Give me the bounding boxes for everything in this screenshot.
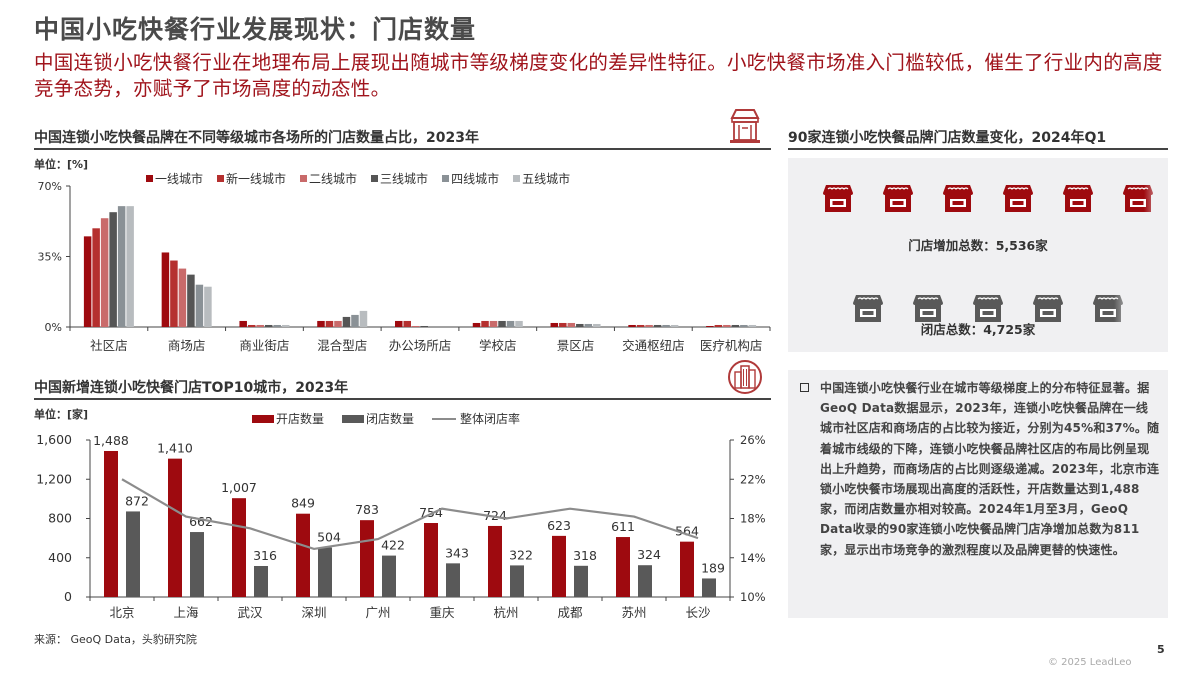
svg-text:316: 316 [253, 548, 277, 563]
svg-text:343: 343 [445, 545, 469, 560]
open-total-label: 门店增加总数：5,536家 [908, 238, 1048, 253]
svg-text:18%: 18% [740, 512, 766, 526]
svg-text:324: 324 [637, 547, 661, 562]
chart1-plot: 0% 35% 70% 社区店 商场店 商业街店 混合型店 办公场所店 学校店 景区店 交通枢纽店 医疗… [38, 180, 771, 353]
chart1-unit: 单位：[%] [34, 158, 89, 171]
svg-text:22%: 22% [740, 472, 766, 486]
legend-item: 整体闭店率 [432, 410, 520, 427]
svg-text:商业街店: 商业街店 [239, 338, 289, 353]
store-icon [808, 182, 868, 214]
source-note: 来源： GeoQ Data，头豹研究院 [34, 633, 197, 646]
svg-text:189: 189 [701, 560, 725, 575]
page-subtitle: 中国连锁小吃快餐行业在地理布局上展现出随城市等级梯度变化的差异性特征。小吃快餐市… [34, 51, 1163, 100]
svg-text:重庆: 重庆 [429, 605, 455, 620]
store-icon [928, 182, 988, 214]
legend-item: 二线城市 [300, 170, 357, 187]
svg-text:学校店: 学校店 [479, 338, 517, 353]
svg-text:武汉: 武汉 [237, 605, 263, 620]
storefront-icon [728, 108, 762, 144]
svg-text:北京: 北京 [109, 605, 134, 620]
svg-text:35%: 35% [38, 251, 62, 264]
svg-text:783: 783 [355, 502, 379, 517]
svg-text:商场店: 商场店 [168, 338, 206, 353]
svg-text:70%: 70% [38, 180, 62, 193]
store-icon [1048, 182, 1108, 214]
svg-text:1,410: 1,410 [157, 441, 193, 456]
chart1-title: 中国连锁小吃快餐品牌在不同等级城市各场所的门店数量占比，2023年 [34, 130, 479, 146]
svg-text:800: 800 [48, 511, 72, 526]
svg-text:400: 400 [48, 550, 72, 565]
svg-text:0: 0 [64, 589, 72, 604]
city-buildings-icon [727, 359, 763, 395]
svg-text:1,007: 1,007 [221, 480, 257, 495]
store-icon [898, 292, 958, 324]
chart2-plot: 0 400 800 1,200 1,600 10% 14% 18% 22% 26% 1,488 872… [36, 432, 766, 620]
svg-text:长沙: 长沙 [685, 605, 711, 620]
chart1-legend: 一线城市 新一线城市 二线城市 三线城市 四线城市 五线城市 [146, 170, 570, 187]
chart1-rule [34, 148, 771, 150]
svg-text:景区店: 景区店 [557, 338, 595, 353]
close-total-label: 闭店总数：4,725家 [920, 322, 1036, 337]
chart2-title: 中国新增连锁小吃快餐门店TOP10城市，2023年 [34, 380, 349, 396]
store-icon [868, 182, 928, 214]
svg-text:1,488: 1,488 [93, 433, 129, 448]
legend-item: 四线城市 [442, 170, 499, 187]
legend-item: 一线城市 [146, 170, 203, 187]
store-icon [1108, 182, 1168, 214]
svg-text:623: 623 [547, 518, 571, 533]
svg-text:广州: 广州 [365, 605, 390, 620]
legend-item: 闭店数量 [342, 410, 414, 427]
svg-text:724: 724 [483, 508, 507, 523]
store-icon [988, 182, 1048, 214]
svg-text:1,200: 1,200 [36, 471, 72, 486]
summary-text: 中国连锁小吃快餐行业在城市等级梯度上的分布特征显著。据GeoQ Data数据显示… [820, 381, 1160, 557]
svg-text:10%: 10% [740, 590, 766, 604]
svg-text:872: 872 [125, 493, 149, 508]
svg-text:苏州: 苏州 [621, 605, 646, 620]
svg-text:26%: 26% [740, 433, 766, 447]
legend-item: 五线城市 [513, 170, 570, 187]
chart2-legend: 开店数量 闭店数量 整体闭店率 [252, 410, 520, 427]
svg-text:611: 611 [611, 519, 635, 534]
svg-text:交通枢纽店: 交通枢纽店 [622, 338, 685, 353]
svg-text:办公场所店: 办公场所店 [389, 338, 452, 353]
checkbox-bullet-icon [800, 383, 809, 392]
svg-text:849: 849 [291, 496, 315, 511]
svg-text:322: 322 [509, 547, 533, 562]
panel-rule [788, 148, 1168, 150]
svg-text:上海: 上海 [173, 605, 199, 620]
store-icon [958, 292, 1018, 324]
open-store-icons [808, 182, 1188, 214]
svg-text:1,600: 1,600 [36, 432, 72, 447]
legend-item: 开店数量 [252, 410, 324, 427]
svg-text:医疗机构店: 医疗机构店 [700, 338, 763, 353]
svg-text:社区店: 社区店 [90, 338, 128, 353]
svg-text:0%: 0% [45, 321, 62, 334]
summary-box: 中国连锁小吃快餐行业在城市等级梯度上的分布特征显著。据GeoQ Data数据显示… [788, 370, 1168, 618]
svg-text:成都: 成都 [557, 605, 583, 620]
svg-text:14%: 14% [740, 551, 766, 565]
svg-text:318: 318 [573, 548, 597, 563]
svg-text:混合型店: 混合型店 [317, 338, 367, 353]
svg-text:422: 422 [381, 538, 405, 553]
panel-title: 90家连锁小吃快餐品牌门店数量变化，2024年Q1 [788, 130, 1107, 146]
svg-text:564: 564 [675, 524, 699, 539]
legend-item: 新一线城市 [217, 170, 286, 187]
copyright: © 2025 LeadLeo [1048, 657, 1132, 668]
store-icon [838, 292, 898, 324]
chart2-unit: 单位：[家] [34, 408, 89, 421]
page-number: 5 [1157, 643, 1165, 656]
svg-text:504: 504 [317, 530, 341, 545]
store-icon [1018, 292, 1078, 324]
page-title: 中国小吃快餐行业发展现状：门店数量 [34, 15, 477, 44]
close-store-icons [838, 292, 1200, 324]
svg-text:深圳: 深圳 [301, 605, 326, 620]
chart2-rule [34, 398, 771, 400]
legend-item: 三线城市 [371, 170, 428, 187]
svg-text:杭州: 杭州 [493, 605, 518, 620]
store-change-panel: 门店增加总数：5,536家 闭店总数：4,725家 [788, 158, 1168, 352]
store-icon [1078, 292, 1138, 324]
